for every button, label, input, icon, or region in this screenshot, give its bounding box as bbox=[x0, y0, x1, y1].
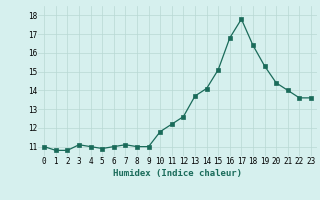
X-axis label: Humidex (Indice chaleur): Humidex (Indice chaleur) bbox=[113, 169, 242, 178]
